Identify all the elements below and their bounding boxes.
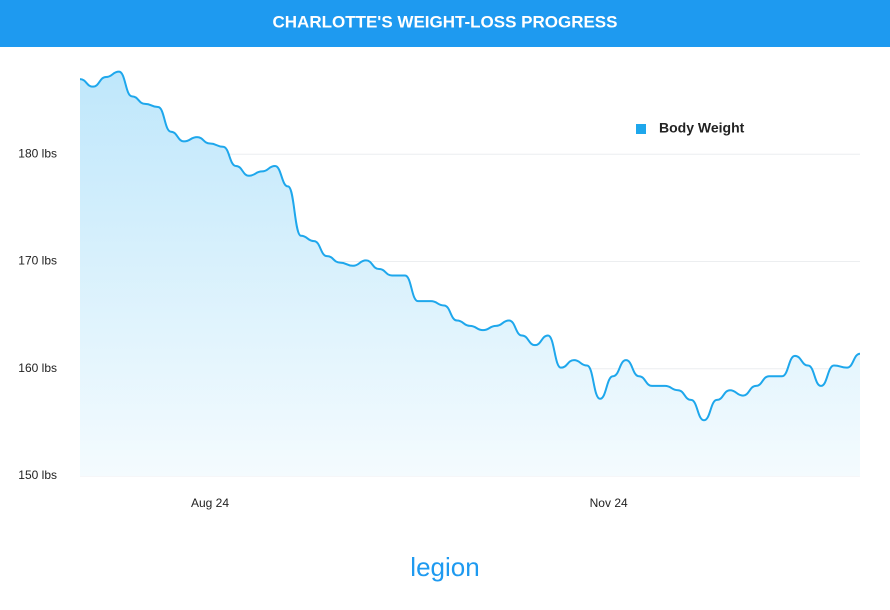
x-tick-label: Aug 24: [191, 496, 229, 510]
brand-logo: legion: [410, 552, 479, 582]
y-tick-label: 180 lbs: [18, 146, 57, 160]
y-tick-label: 160 lbs: [18, 361, 57, 375]
chart-title: CHARLOTTE'S WEIGHT-LOSS PROGRESS: [272, 12, 617, 31]
line: [79, 70, 861, 422]
legend-label: Body Weight: [659, 120, 745, 136]
y-tick-label: 150 lbs: [18, 468, 57, 482]
header-bar: [0, 0, 890, 47]
y-tick-label: 170 lbs: [18, 254, 57, 268]
x-tick-label: Nov 24: [590, 496, 628, 510]
area-fill: [80, 71, 860, 476]
legend-swatch: [636, 124, 646, 134]
